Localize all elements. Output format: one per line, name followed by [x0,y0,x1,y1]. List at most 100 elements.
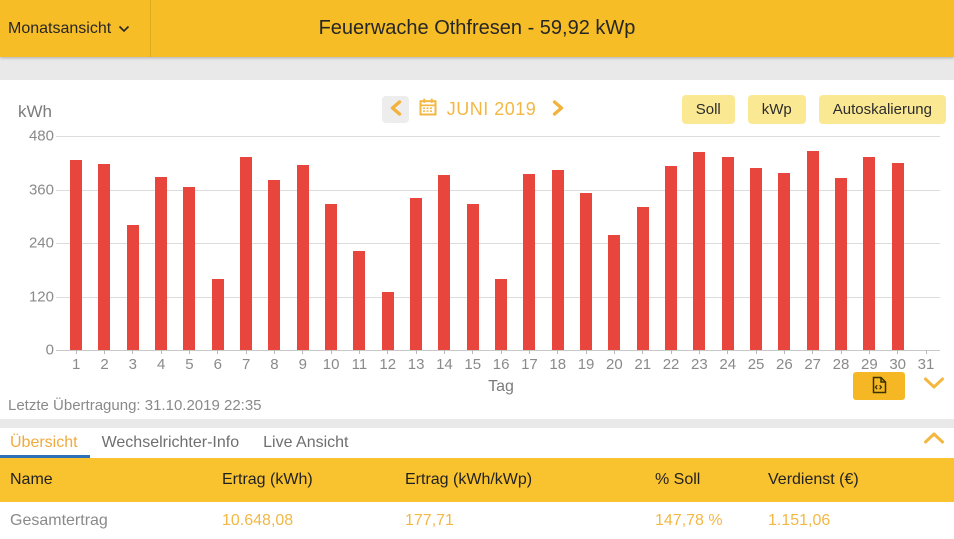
bar-day-19[interactable] [580,193,593,350]
x-tick-label-3: 3 [128,356,137,373]
tab-uebersicht[interactable]: Übersicht [0,428,90,458]
chevron-down-icon [923,377,945,393]
bar-day-16[interactable] [495,278,508,350]
x-tick-label-22: 22 [662,356,680,373]
x-tick-label-26: 26 [776,356,793,373]
x-tick-mark [273,350,275,354]
bar-day-27[interactable] [806,151,819,350]
month-label: JUNI 2019 [446,99,537,119]
collapse-chart-button[interactable] [923,376,945,393]
cell-verdienst: 1.151,06 [768,511,831,529]
x-tick-mark [840,350,842,354]
chart-option-buttons: Soll kWp Autoskalierung [681,95,946,124]
gridline-240 [56,243,940,244]
bar-day-26[interactable] [778,173,791,350]
bar-day-9[interactable] [296,164,309,350]
col-header-verdienst: Verdienst (€) [768,471,859,488]
gridline-0 [56,350,940,351]
kwp-button[interactable]: kWp [747,95,806,124]
bar-day-12[interactable] [381,292,394,350]
export-button[interactable] [853,372,905,400]
next-month-button[interactable] [545,96,572,123]
x-tick-mark [75,350,77,354]
x-tick-mark [557,350,559,354]
x-tick-label-28: 28 [832,356,850,373]
x-tick-mark [613,350,615,354]
x-tick-mark [188,350,190,354]
bar-day-25[interactable] [750,168,763,350]
chevron-up-icon [923,432,945,448]
y-tick-label-0: 0 [45,341,54,359]
gridline-360 [56,189,940,191]
x-axis-title: Tag [488,378,514,395]
x-tick-mark [642,350,644,354]
x-tick-mark [302,350,304,354]
tab-wechselrichter-info[interactable]: Wechselrichter-Info [101,434,240,451]
x-tick-mark [670,350,672,354]
bar-day-2[interactable] [98,164,111,350]
last-transmission-text: Letzte Übertragung: 31.10.2019 22:35 [8,397,262,414]
x-tick-label-11: 11 [351,356,368,373]
cell-ertrag-kwh-kwp: 177,71 [405,511,454,529]
collapse-panel-button[interactable] [923,431,945,448]
bar-day-17[interactable] [523,174,536,350]
x-tick-label-29: 29 [861,356,878,373]
col-header-ertrag-kwh: Ertrag (kWh) [222,471,313,488]
bar-day-5[interactable] [183,186,196,350]
bar-day-15[interactable] [466,203,479,350]
x-tick-mark [755,350,757,354]
bar-day-21[interactable] [636,206,649,350]
x-tick-label-20: 20 [606,356,623,373]
bar-day-7[interactable] [240,156,253,350]
chevron-left-icon [389,100,402,119]
x-tick-label-27: 27 [804,356,822,373]
gridline-480 [56,136,940,137]
bar-day-28[interactable] [835,178,848,350]
x-tick-label-10: 10 [322,356,340,373]
view-mode-label: Monatsansicht [8,19,112,37]
bar-day-4[interactable] [155,177,168,350]
x-tick-mark [443,350,445,354]
x-tick-label-12: 12 [379,356,397,373]
bar-day-10[interactable] [325,203,338,350]
bar-day-30[interactable] [891,163,904,350]
bar-day-22[interactable] [665,165,678,350]
x-tick-label-13: 13 [407,356,425,373]
cell-ertrag-kwh: 10.648,08 [222,511,294,529]
x-tick-mark [585,350,587,354]
y-tick-label-360: 360 [28,181,54,198]
bar-day-6[interactable] [211,278,224,350]
soll-button[interactable]: Soll [681,95,735,124]
bars [62,136,940,350]
x-tick-mark [698,350,700,354]
x-tick-label-25: 25 [747,356,765,373]
bar-day-8[interactable] [268,179,281,350]
view-mode-dropdown[interactable]: Monatsansicht [0,0,148,57]
bar-day-14[interactable] [438,174,451,350]
x-tick-mark [472,350,474,354]
x-tick-mark [897,350,899,354]
x-tick-label-21: 21 [634,356,652,373]
x-tick-label-19: 19 [577,356,595,373]
bar-day-20[interactable] [608,234,621,350]
bar-day-24[interactable] [721,157,734,350]
autoscale-button[interactable]: Autoskalierung [818,95,946,124]
chevron-down-icon [118,20,130,38]
x-tick-label-4: 4 [156,356,166,373]
x-tick-mark [358,350,360,354]
x-tick-label-7: 7 [241,356,251,373]
bar-day-1[interactable] [70,159,83,350]
bar-day-13[interactable] [410,197,423,350]
previous-month-button[interactable] [381,96,409,123]
x-tick-label-23: 23 [691,356,708,373]
bar-day-11[interactable] [353,250,366,350]
bar-day-29[interactable] [863,156,876,350]
bar-day-3[interactable] [126,225,139,350]
bar-day-18[interactable] [551,169,564,350]
bar-day-23[interactable] [693,151,706,350]
cell-name: Gesamtertrag [10,511,108,529]
y-axis-unit-label: kWh [18,102,52,121]
tab-live-ansicht[interactable]: Live Ansicht [263,434,349,451]
x-tick-mark [330,350,332,354]
col-header-ertrag-kwh-kwp: Ertrag (kWh/kWp) [405,471,533,488]
